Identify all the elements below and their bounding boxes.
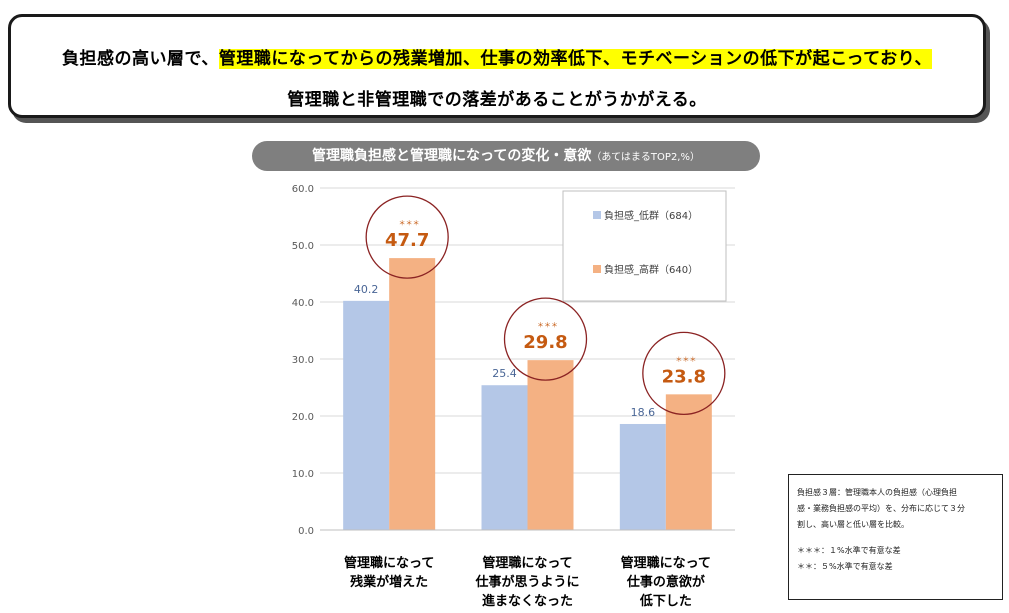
significance-marker: ＊＊＊ [537, 321, 558, 329]
legend-label: 負担感_高群（640） [604, 263, 698, 276]
y-tick-label: 60.0 [292, 184, 314, 195]
chart-title: 管理職負担感と管理職になっての変化・意欲（あてはまるTOP2,%） [252, 141, 760, 171]
data-label-low: 25.4 [492, 367, 517, 380]
y-tick-label: 30.0 [292, 355, 314, 366]
highlight-circle [365, 195, 449, 279]
headline-highlight: 管理職になってからの残業増加、仕事の効率低下、モチベーションの低下が起こっており… [218, 49, 932, 69]
note-box: 負担感３層：管理職本人の負担感（心理負担 感・業務負担感の平均）を、分布に応じて… [788, 474, 1003, 600]
legend-box [562, 190, 727, 302]
note-significance-1pct: ＊＊＊：１%水準で有意な差 [797, 546, 901, 555]
significance-marker: ＊＊＊ [399, 219, 420, 227]
x-category-label: 管理職になって仕事の意欲が低下した [621, 555, 711, 609]
note-significance-5pct: ＊＊：５%水準で有意な差 [797, 562, 893, 571]
chart-title-sub: （あてはまるTOP2,%） [591, 152, 700, 163]
headline-box: 負担感の高い層で、管理職になってからの残業増加、仕事の効率低下、モチベーションの… [8, 14, 986, 118]
bar-low-burden [619, 423, 666, 530]
legend-swatch [593, 265, 601, 273]
bar-low-burden [481, 385, 528, 530]
note-line: 負担感３層：管理職本人の負担感（心理負担 [797, 488, 957, 497]
significance-marker: ＊＊＊ [675, 355, 696, 363]
data-label-low: 40.2 [354, 283, 379, 296]
y-tick-label: 20.0 [292, 412, 314, 423]
highlight-circle [503, 297, 588, 381]
headline-line-2: 管理職と非管理職での落差があることがうかがえる。 [287, 90, 707, 110]
data-label-high: 47.7 [385, 230, 429, 251]
x-category-label: 管理職になって残業が増えた [344, 555, 434, 590]
chart-title-main: 管理職負担感と管理職になっての変化・意欲 [312, 148, 592, 164]
legend-swatch [593, 211, 601, 219]
note-line: 感・業務負担感の平均）を、分布に応じて３分 [797, 504, 965, 513]
bar-low-burden [343, 300, 390, 530]
note-line: 割し、高い層と低い層を比較。 [797, 520, 909, 529]
data-label-high: 23.8 [662, 366, 706, 387]
data-label-low: 18.6 [631, 406, 656, 419]
data-label-high: 29.8 [523, 332, 567, 353]
y-tick-label: 0.0 [298, 526, 314, 537]
highlight-circle [642, 331, 726, 415]
y-tick-label: 40.0 [292, 298, 314, 309]
bar-high-burden [389, 258, 436, 530]
bar-high-burden [527, 360, 574, 530]
y-tick-label: 50.0 [292, 241, 314, 252]
headline-line-1: 負担感の高い層で、管理職になってからの残業増加、仕事の効率低下、モチベーションの… [11, 44, 983, 69]
legend-label: 負担感_低群（684） [604, 209, 698, 222]
bar-high-burden [665, 394, 712, 530]
x-category-label: 管理職になって仕事が思うように進まなくなった [474, 555, 579, 609]
headline-text: 負担感の高い層で、 [62, 49, 219, 69]
y-tick-label: 10.0 [292, 469, 314, 480]
